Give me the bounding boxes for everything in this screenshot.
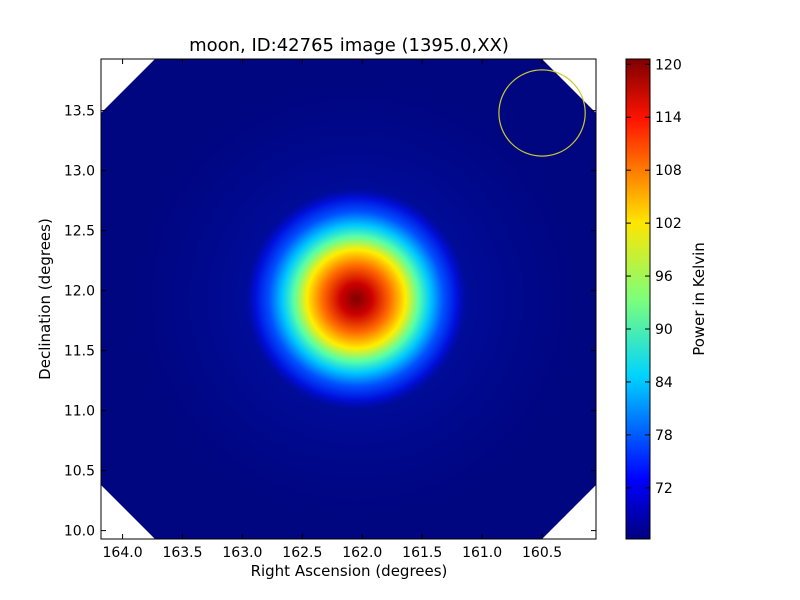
y-tick-label: 10.5 bbox=[64, 464, 95, 480]
colorbar-label: Power in Kelvin bbox=[690, 242, 708, 356]
x-tick-label: 161.5 bbox=[402, 545, 442, 561]
colorbar-gradient bbox=[625, 58, 651, 540]
x-tick-label: 160.5 bbox=[522, 545, 562, 561]
x-tick-label: 162.5 bbox=[282, 545, 322, 561]
colorbar-tick-label: 102 bbox=[655, 216, 682, 232]
colorbar-tick-label: 114 bbox=[655, 110, 682, 126]
x-tick-label: 164.0 bbox=[103, 545, 143, 561]
y-axis-label: Declination (degrees) bbox=[36, 218, 54, 380]
y-tick-label: 10.0 bbox=[64, 524, 95, 540]
colorbar-tick-label: 72 bbox=[655, 481, 673, 497]
x-axis-label: Right Ascension (degrees) bbox=[251, 562, 448, 580]
y-tick-label: 12.5 bbox=[64, 224, 95, 240]
y-tick-label: 12.0 bbox=[64, 284, 95, 300]
plot-frame bbox=[100, 58, 597, 540]
y-tick-label: 13.0 bbox=[64, 164, 95, 180]
x-tick-label: 162.0 bbox=[342, 545, 382, 561]
colorbar-tick-label: 108 bbox=[655, 163, 682, 179]
colorbar-tick-label: 84 bbox=[655, 375, 673, 391]
moon-emission-peak bbox=[240, 183, 473, 415]
colorbar: 72 78 84 90 96 102 108 114 120 bbox=[625, 57, 682, 540]
y-tick-label: 13.5 bbox=[64, 104, 95, 120]
beam-circle bbox=[498, 69, 586, 157]
y-axis: 10.0 10.5 11.0 11.5 12.0 12.5 13.0 13.5 bbox=[64, 104, 596, 540]
x-tick-label: 163.0 bbox=[222, 545, 262, 561]
heatmap-plot-area bbox=[101, 59, 596, 539]
chart-title: moon, ID:42765 image (1395.0,XX) bbox=[189, 35, 509, 56]
colorbar-tick-label: 78 bbox=[655, 428, 673, 444]
x-tick-label: 163.5 bbox=[162, 545, 202, 561]
x-tick-label: 161.0 bbox=[462, 545, 502, 561]
x-axis: 164.0 163.5 163.0 162.5 162.0 161.5 161.0 160.5 bbox=[103, 59, 562, 561]
colorbar-tick-label: 120 bbox=[655, 57, 682, 73]
colorbar-tick-label: 90 bbox=[655, 322, 673, 338]
y-tick-label: 11.0 bbox=[64, 404, 95, 420]
y-tick-label: 11.5 bbox=[64, 344, 95, 360]
colorbar-tick-label: 96 bbox=[655, 269, 673, 285]
